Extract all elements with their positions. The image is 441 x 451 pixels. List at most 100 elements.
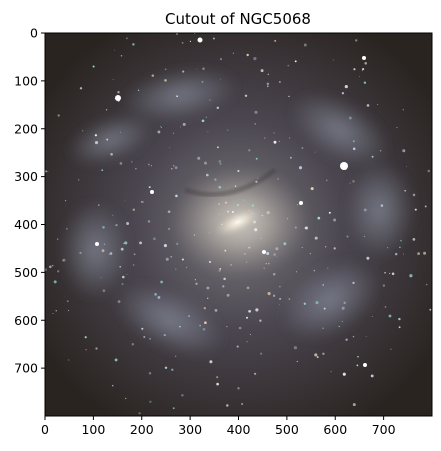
star: [62, 258, 66, 262]
star: [112, 214, 114, 216]
star: [231, 210, 234, 213]
star: [226, 293, 230, 297]
star: [66, 228, 68, 230]
star: [95, 347, 98, 350]
star: [314, 353, 318, 357]
bright-star: [262, 250, 266, 254]
star: [255, 308, 259, 312]
star: [196, 68, 198, 70]
star: [117, 300, 121, 303]
figure-title: Cutout of NGC5068: [165, 10, 311, 28]
star: [98, 204, 100, 206]
star: [164, 366, 168, 370]
star: [259, 319, 262, 322]
star: [30, 196, 33, 199]
star: [102, 225, 105, 229]
star: [121, 283, 124, 286]
star: [272, 294, 276, 297]
star: [248, 149, 251, 152]
star: [352, 281, 355, 285]
star: [147, 163, 150, 166]
y-axis: 0 100 200 300 400 500 600 700: [14, 26, 45, 376]
star: [39, 137, 41, 139]
star: [294, 226, 297, 229]
star: [173, 132, 175, 134]
star: [149, 338, 151, 340]
star: [366, 104, 370, 107]
star: [111, 384, 114, 387]
star: [289, 156, 292, 159]
star: [194, 279, 196, 281]
star: [171, 168, 173, 170]
y-tick-label: 600: [14, 313, 38, 328]
x-tick-label: 600: [323, 422, 347, 437]
x-axis: 0 100 200 300 400 500 600 700: [41, 416, 396, 437]
star: [232, 52, 235, 54]
star: [344, 85, 348, 89]
star: [314, 236, 318, 240]
star: [114, 49, 116, 51]
star: [141, 327, 144, 330]
x-tick-label: 0: [41, 422, 49, 437]
star: [103, 243, 106, 245]
star: [237, 169, 240, 173]
star: [218, 269, 221, 272]
star: [147, 418, 148, 419]
star: [412, 238, 416, 241]
star: [283, 242, 287, 246]
star: [384, 271, 386, 274]
star: [132, 208, 136, 212]
star: [112, 78, 114, 80]
star: [275, 247, 279, 251]
star: [254, 110, 258, 114]
star: [342, 372, 346, 376]
star: [243, 199, 245, 201]
star: [306, 29, 309, 32]
star: [108, 253, 110, 255]
bright-star: [95, 242, 99, 246]
star: [357, 355, 359, 358]
star: [148, 186, 151, 189]
star: [174, 166, 178, 169]
star: [124, 199, 126, 201]
star: [424, 205, 427, 208]
star: [122, 275, 125, 279]
star: [414, 208, 417, 211]
star: [277, 178, 279, 180]
star: [345, 338, 348, 342]
star: [219, 162, 222, 165]
star: [236, 203, 239, 207]
star: [147, 220, 151, 223]
star: [341, 306, 345, 310]
star: [255, 157, 258, 160]
star: [176, 95, 178, 97]
star: [214, 308, 218, 312]
star: [241, 225, 244, 227]
star: [206, 286, 210, 290]
y-tick-label: 100: [14, 73, 38, 88]
star: [94, 134, 98, 137]
star: [296, 360, 298, 363]
star: [205, 116, 207, 118]
star: [388, 314, 392, 318]
star: [433, 227, 435, 229]
star: [27, 162, 29, 164]
star: [68, 359, 70, 361]
star: [163, 334, 166, 337]
star: [251, 212, 254, 215]
star: [101, 169, 104, 172]
star: [260, 352, 263, 355]
star: [207, 297, 209, 299]
star: [352, 140, 355, 143]
star: [278, 304, 280, 306]
star: [137, 89, 140, 92]
star: [125, 397, 127, 399]
star: [327, 267, 329, 269]
star: [246, 286, 250, 290]
star: [255, 180, 258, 183]
star: [175, 355, 177, 357]
star: [161, 127, 162, 128]
star: [260, 435, 261, 436]
star: [252, 220, 257, 224]
